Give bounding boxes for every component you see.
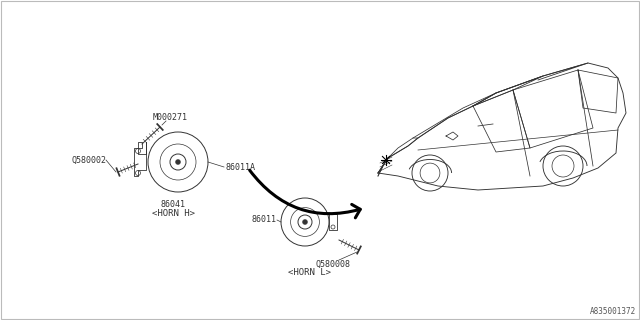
Text: 86041: 86041: [161, 200, 186, 209]
Circle shape: [303, 220, 307, 225]
Text: A835001372: A835001372: [589, 307, 636, 316]
Circle shape: [175, 159, 180, 164]
FancyArrowPatch shape: [250, 170, 360, 218]
Text: 86011: 86011: [252, 215, 277, 225]
Text: Q580008: Q580008: [316, 260, 351, 269]
Text: Q580002: Q580002: [71, 156, 106, 164]
Text: M000271: M000271: [152, 113, 188, 122]
Text: <HORN H>: <HORN H>: [152, 209, 195, 218]
Text: 86011A: 86011A: [226, 163, 256, 172]
Text: <HORN L>: <HORN L>: [289, 268, 332, 277]
